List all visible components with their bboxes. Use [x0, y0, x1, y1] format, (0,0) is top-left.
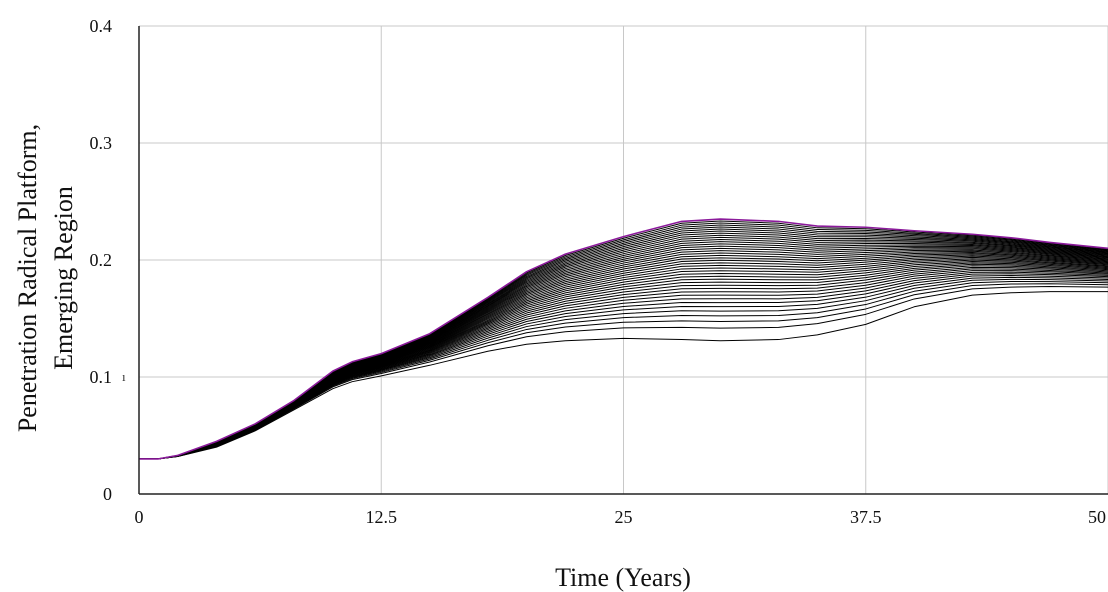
x-tick-label: 25 — [615, 507, 633, 527]
y-tick-label: 0 — [103, 484, 112, 504]
series-line — [139, 291, 1108, 460]
x-tick-label: 12.5 — [366, 507, 398, 527]
series-line — [139, 218, 1108, 460]
tick-labels: 0 12.5 25 37.5 50 0 0.1 0.2 0.3 0.4 — [90, 16, 1107, 527]
stray-mark: ı — [122, 369, 126, 384]
y-tick-label: 0.4 — [90, 16, 113, 36]
axes — [138, 26, 1108, 495]
grid — [139, 25, 1108, 494]
series-lines — [139, 218, 1108, 460]
x-tick-label: 50 — [1088, 507, 1106, 527]
x-tick-label: 37.5 — [850, 507, 882, 527]
y-axis-title-line-2: Emerging Region — [49, 186, 78, 370]
y-tick-label: 0.1 — [90, 367, 113, 387]
y-tick-label: 0.2 — [90, 250, 113, 270]
x-tick-label: 0 — [135, 507, 144, 527]
y-tick-label: 0.3 — [90, 133, 113, 153]
y-axis-title-line-1: Penetration Radical Platform, — [13, 124, 42, 432]
x-axis-title: Time (Years) — [555, 563, 691, 592]
